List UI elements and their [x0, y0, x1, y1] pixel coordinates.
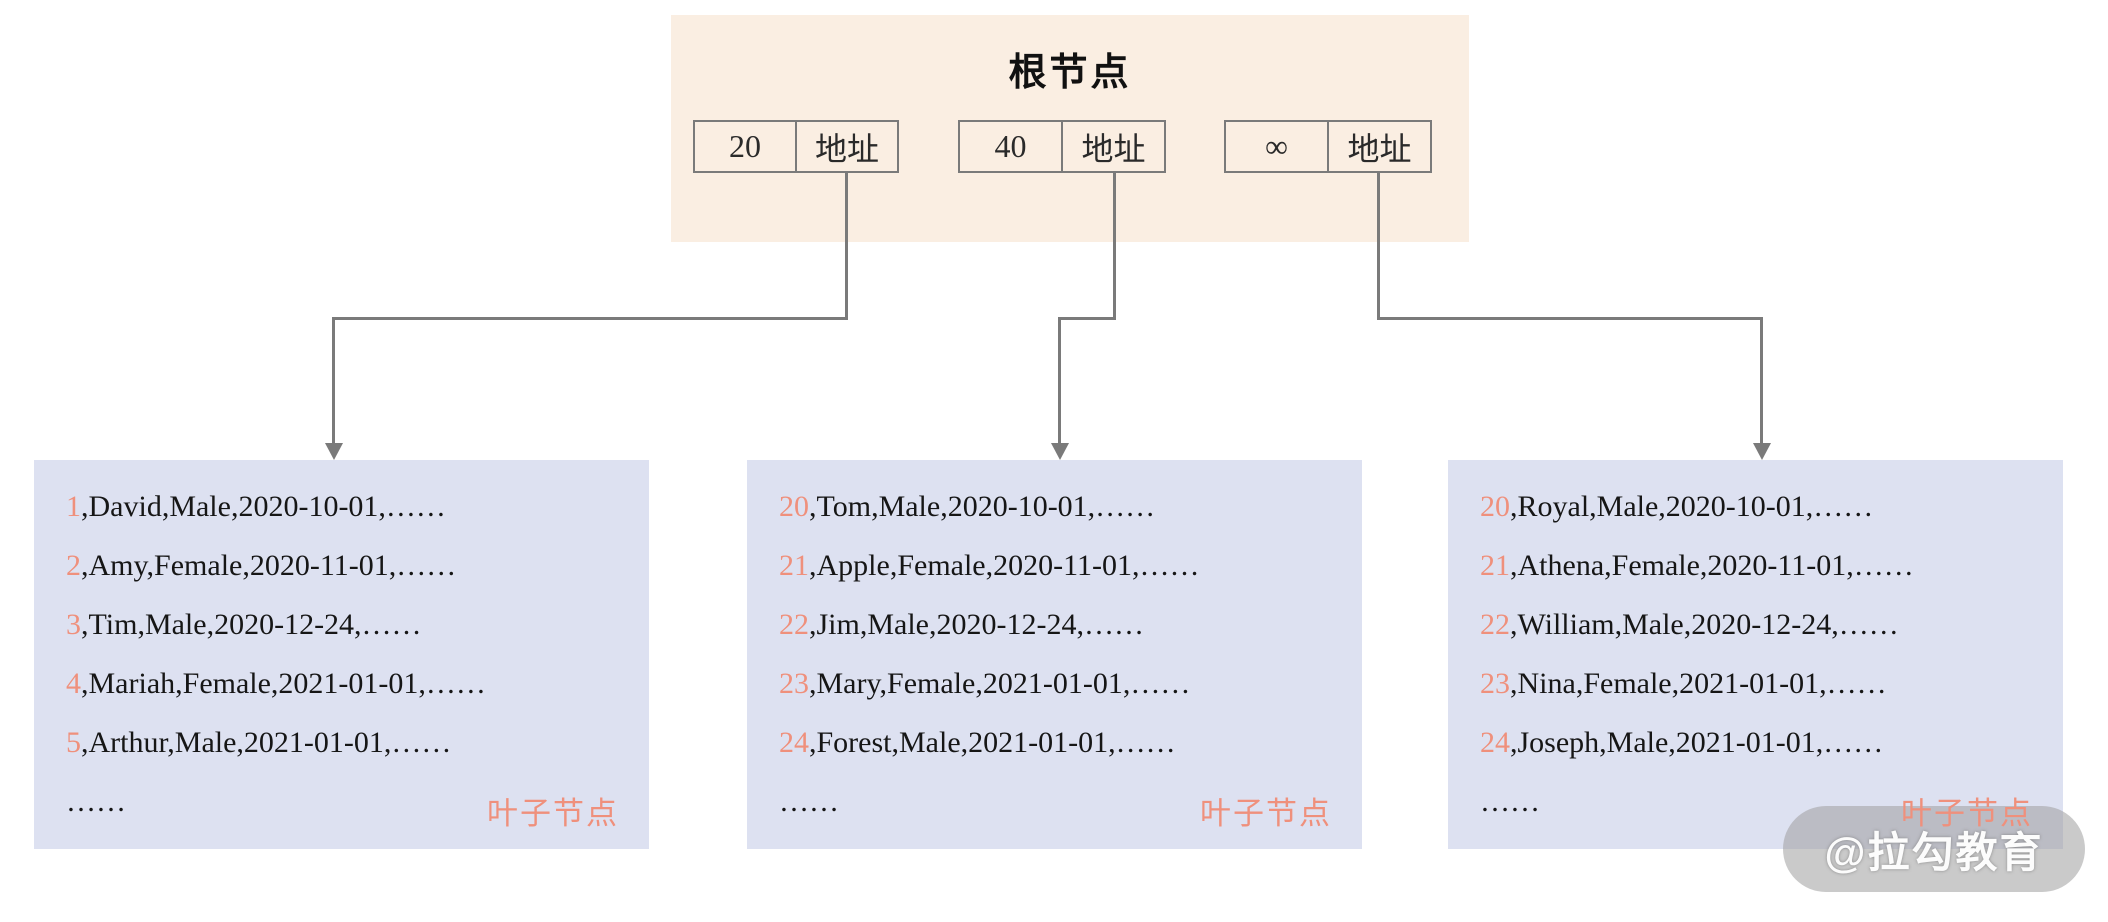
key-cell: 20 — [729, 128, 761, 164]
root-entry-20: 20 地址 — [693, 120, 899, 173]
connector-1-tail — [332, 317, 335, 445]
connector-3-tail — [1760, 317, 1763, 445]
record-fields: ,Mariah,Female,2021-01-01,…… — [81, 667, 486, 700]
record-row: 21,Apple,Female,2020-11-01,…… — [779, 536, 1362, 595]
root-entry-infinity: ∞ 地址 — [1224, 120, 1432, 173]
record-fields: ,Athena,Female,2020-11-01,…… — [1510, 549, 1914, 582]
record-id: 22 — [1480, 608, 1510, 641]
record-fields: ,Joseph,Male,2021-01-01,…… — [1510, 726, 1884, 759]
record-row: 21,Athena,Female,2020-11-01,…… — [1480, 536, 2063, 595]
record-fields: ,Nina,Female,2021-01-01,…… — [1510, 667, 1887, 700]
record-id: 1 — [66, 490, 81, 523]
key-cell: ∞ — [1265, 128, 1288, 164]
watermark-badge: @拉勾教育 — [1783, 806, 2085, 892]
record-row: 5,Arthur,Male,2021-01-01,…… — [66, 713, 649, 772]
record-id: 23 — [779, 667, 809, 700]
record-id: 24 — [1480, 726, 1510, 759]
record-fields: ,William,Male,2020-12-24,…… — [1510, 608, 1899, 641]
record-row: 23,Nina,Female,2021-01-01,…… — [1480, 654, 2063, 713]
leaf-node-2: 20,Tom,Male,2020-10-01,…… 21,Apple,Femal… — [747, 460, 1362, 849]
record-id: 3 — [66, 608, 81, 641]
record-id: 21 — [779, 549, 809, 582]
root-node-title: 根节点 — [1008, 52, 1132, 94]
leaf-node-label: 叶子节点 — [1200, 796, 1332, 831]
record-id: 22 — [779, 608, 809, 641]
record-fields: ,Forest,Male,2021-01-01,…… — [809, 726, 1176, 759]
connector-2-drop — [1113, 173, 1116, 320]
record-row: 3,Tim,Male,2020-12-24,…… — [66, 595, 649, 654]
connector-3-drop — [1377, 173, 1380, 320]
pointer-cell: 地址 — [1327, 122, 1430, 171]
record-id: 2 — [66, 549, 81, 582]
root-entry-40: 40 地址 — [958, 120, 1166, 173]
leaf-node-label: 叶子节点 — [1901, 796, 2033, 831]
record-fields: ,Tom,Male,2020-10-01,…… — [809, 490, 1156, 523]
record-id: 23 — [1480, 667, 1510, 700]
arrow-down-icon — [1051, 443, 1069, 460]
more-rows-ellipsis: …… — [779, 785, 839, 818]
pointer-cell: 地址 — [795, 122, 897, 171]
record-row: 24,Forest,Male,2021-01-01,…… — [779, 713, 1362, 772]
record-fields: ,Apple,Female,2020-11-01,…… — [809, 549, 1200, 582]
record-id: 20 — [779, 490, 809, 523]
pointer-cell: 地址 — [1061, 122, 1164, 171]
connector-3-run — [1377, 317, 1763, 320]
record-id: 21 — [1480, 549, 1510, 582]
record-row: 2,Amy,Female,2020-11-01,…… — [66, 536, 649, 595]
record-fields: ,Jim,Male,2020-12-24,…… — [809, 608, 1144, 641]
record-fields: ,Arthur,Male,2021-01-01,…… — [81, 726, 452, 759]
record-row: 1,David,Male,2020-10-01,…… — [66, 477, 649, 536]
more-rows-ellipsis: …… — [1480, 785, 1540, 818]
record-row: 24,Joseph,Male,2021-01-01,…… — [1480, 713, 2063, 772]
leaf-node-3: 20,Royal,Male,2020-10-01,…… 21,Athena,Fe… — [1448, 460, 2063, 849]
record-fields: ,Tim,Male,2020-12-24,…… — [81, 608, 422, 641]
leaf-node-label: 叶子节点 — [487, 796, 619, 831]
root-node-container: 根节点 20 地址 40 地址 ∞ 地址 — [671, 15, 1469, 242]
record-row: 22,William,Male,2020-12-24,…… — [1480, 595, 2063, 654]
record-fields: ,Royal,Male,2020-10-01,…… — [1510, 490, 1874, 523]
connector-1-run — [332, 317, 848, 320]
record-row: 20,Tom,Male,2020-10-01,…… — [779, 477, 1362, 536]
record-id: 4 — [66, 667, 81, 700]
record-fields: ,Mary,Female,2021-01-01,…… — [809, 667, 1191, 700]
record-row: 4,Mariah,Female,2021-01-01,…… — [66, 654, 649, 713]
record-fields: ,David,Male,2020-10-01,…… — [81, 490, 446, 523]
arrow-down-icon — [325, 443, 343, 460]
connector-2-tail — [1058, 317, 1061, 445]
connector-1-drop — [845, 173, 848, 320]
connector-2-run — [1058, 317, 1116, 320]
more-rows-ellipsis: …… — [66, 785, 126, 818]
arrow-down-icon — [1753, 443, 1771, 460]
record-id: 5 — [66, 726, 81, 759]
key-cell: 40 — [994, 128, 1027, 164]
leaf-node-1: 1,David,Male,2020-10-01,…… 2,Amy,Female,… — [34, 460, 649, 849]
record-id: 20 — [1480, 490, 1510, 523]
record-row: 23,Mary,Female,2021-01-01,…… — [779, 654, 1362, 713]
record-row: 20,Royal,Male,2020-10-01,…… — [1480, 477, 2063, 536]
record-id: 24 — [779, 726, 809, 759]
record-fields: ,Amy,Female,2020-11-01,…… — [81, 549, 457, 582]
record-row: 22,Jim,Male,2020-12-24,…… — [779, 595, 1362, 654]
